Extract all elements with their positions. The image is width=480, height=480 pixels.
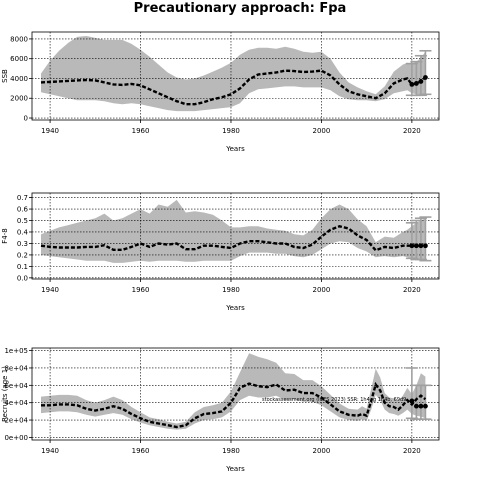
x-tick-label: 1980 (222, 127, 240, 135)
plot-frame (31, 347, 440, 441)
y-tick-label: 0.0 (17, 274, 28, 282)
x-tick-label: 2000 (313, 447, 331, 455)
forecast-point (423, 243, 428, 249)
x-tick-label: 1940 (41, 127, 59, 135)
forecast-point (423, 403, 428, 409)
y-axis-label: F4-8 (1, 228, 9, 243)
x-tick-label: 1960 (132, 127, 150, 135)
y-tick-label: 0.3 (17, 240, 28, 248)
plot-frame (31, 31, 440, 121)
y-axis-label: SSB (1, 69, 9, 83)
y-tick-label: 0.2 (17, 251, 28, 259)
confidence-band (41, 36, 426, 112)
x-tick-label: 1980 (222, 286, 240, 294)
x-tick-label: 1960 (132, 447, 150, 455)
y-tick-label: 0.7 (17, 194, 28, 202)
y-tick-label: 0.4 (17, 228, 29, 236)
confidence-band (41, 353, 426, 430)
forecast-point (423, 75, 428, 80)
y-tick-label: 2e+04 (4, 417, 28, 425)
y-tick-label: 6000 (10, 55, 28, 63)
x-axis-label: Years (225, 465, 245, 473)
forecast-point (413, 81, 419, 86)
y-tick-label: 8e+04 (4, 364, 28, 372)
y-tick-label: 0.1 (17, 263, 28, 271)
x-tick-label: 2000 (313, 286, 331, 294)
forecast-point (418, 243, 424, 249)
plot-frame (31, 192, 440, 280)
x-axis-label: Years (225, 304, 245, 312)
forecast-point (413, 403, 419, 409)
forecast-point (413, 243, 419, 249)
x-tick-label: 2020 (403, 286, 421, 294)
estimate-line (41, 381, 427, 429)
y-tick-label: 0 (24, 115, 28, 123)
y-tick-label: 2000 (10, 95, 28, 103)
forecast-point (409, 398, 415, 404)
y-tick-label: 0.5 (17, 217, 28, 225)
page-title: Precautionary approach: Fpa (133, 1, 347, 16)
forecast-point (409, 82, 415, 87)
forecast-point (418, 403, 424, 409)
y-tick-label: 0e+00 (4, 434, 28, 442)
x-tick-label: 2020 (403, 127, 421, 135)
x-tick-label: 1980 (222, 447, 240, 455)
estimate-line (40, 225, 426, 252)
y-tick-label: 1e+05 (4, 347, 28, 355)
x-tick-label: 1940 (41, 447, 59, 455)
y-axis-label: Recruits (age 1) (1, 366, 9, 422)
x-tick-label: 2020 (403, 447, 421, 455)
forecast-point (418, 79, 424, 84)
x-tick-label: 1940 (41, 286, 59, 294)
x-axis-label: Years (225, 145, 245, 153)
x-tick-label: 2000 (313, 127, 331, 135)
y-tick-label: 4000 (10, 75, 28, 83)
annotation-text: stockassessment.org (ICES 2023) SSR: 1h4… (262, 397, 406, 403)
y-tick-label: 6e+04 (4, 382, 28, 390)
x-tick-label: 1960 (132, 286, 150, 294)
forecast-point (409, 243, 415, 249)
confidence-band (41, 199, 426, 263)
y-tick-label: 4e+04 (4, 399, 28, 407)
y-tick-label: 0.6 (17, 206, 29, 214)
estimate-line (40, 69, 427, 106)
y-tick-label: 8000 (10, 35, 28, 43)
